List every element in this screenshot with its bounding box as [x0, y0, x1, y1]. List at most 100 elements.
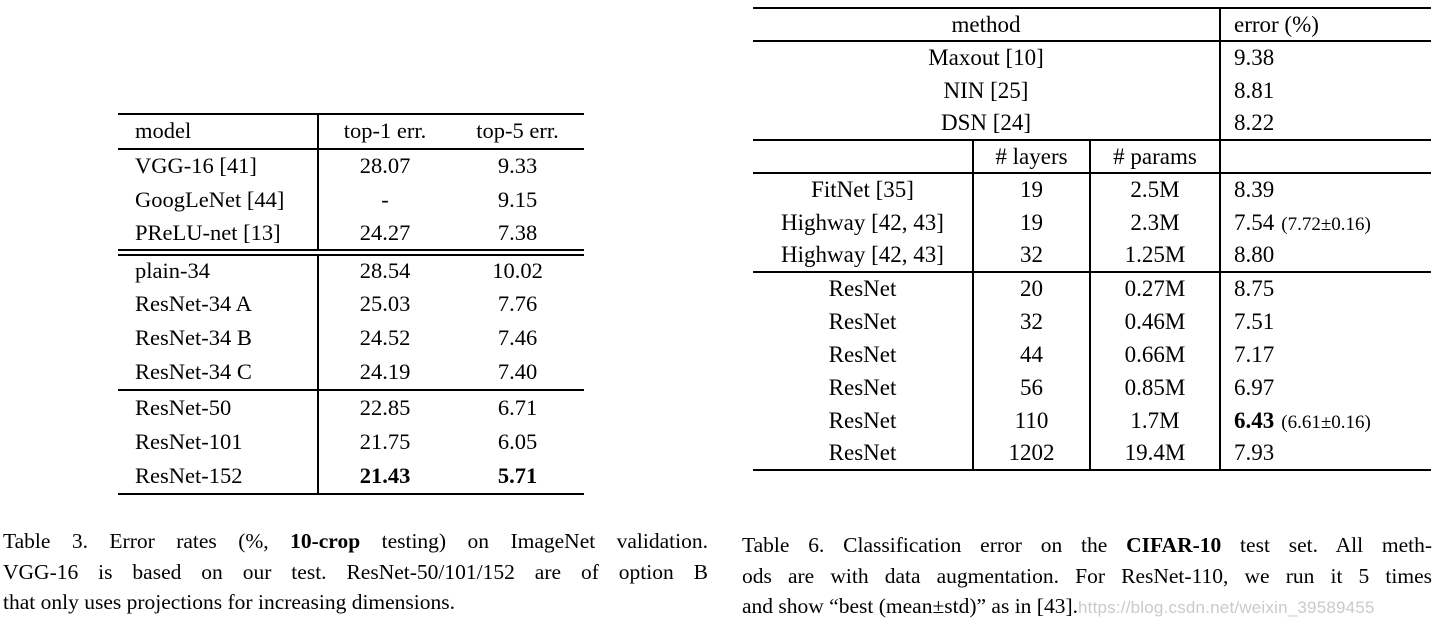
model-cell: plain-34 — [118, 252, 319, 287]
csdn-watermark: https://blog.csdn.net/weixin_39589455 — [1078, 598, 1375, 617]
error-cell: 8.80 — [1219, 239, 1431, 273]
table-row: Highway [42, 43] 19 2.3M 7.54 (7.72±0.16) — [753, 206, 1431, 239]
error-value: 7.54 — [1234, 209, 1275, 235]
method-cell: Highway [42, 43] — [781, 209, 944, 235]
error-cell: 9.38 — [1219, 41, 1431, 74]
col-header-method: method — [753, 8, 1220, 42]
imagenet-error-table: model top-1 err. top-5 err. VGG-16 [41] … — [118, 113, 584, 495]
error-value: 7.17 — [1234, 341, 1275, 367]
error-value: 8.75 — [1234, 276, 1275, 301]
method-cell: NIN [25] — [943, 77, 1029, 103]
top1-cell: 28.07 — [359, 153, 411, 179]
top5-cell-best: 5.71 — [497, 462, 538, 488]
table-row: ResNet 56 0.85M 6.97 — [753, 371, 1431, 404]
top5-cell: 6.71 — [497, 394, 538, 420]
table-row: ResNet-101 21.75 6.05 — [118, 424, 584, 459]
method-cell: FitNet [35] — [811, 177, 914, 202]
table-row: ResNet-34 C 24.19 7.40 — [118, 355, 584, 391]
table-row: Maxout [10] 9.38 — [753, 41, 1431, 74]
caption-bold-text: CIFAR-10 — [1126, 533, 1222, 557]
table-row: FitNet [35] 19 2.5M 8.39 — [753, 173, 1431, 206]
table-row: DSN [24] 8.22 — [753, 107, 1431, 141]
table-row: ResNet 1202 19.4M 7.93 — [753, 437, 1431, 470]
method-cell: ResNet — [828, 407, 897, 433]
col-header-error: error (%) — [1219, 8, 1431, 42]
method-cell: ResNet — [828, 308, 897, 334]
caption-text: testing) on ImageNet validation. — [360, 529, 708, 553]
method-cell: ResNet — [828, 440, 897, 465]
method-cell: ResNet — [828, 374, 897, 400]
layers-cell: 19 — [972, 173, 1090, 206]
layers-cell: 110 — [972, 404, 1090, 437]
error-value: 6.97 — [1234, 374, 1275, 400]
table-row: VGG-16 [41] 28.07 9.33 — [118, 148, 584, 183]
model-cell: ResNet-101 — [118, 424, 319, 459]
caption-text: test set. All meth- — [1221, 533, 1432, 557]
error-cell: 8.39 — [1219, 173, 1431, 206]
top1-cell: 22.85 — [359, 394, 411, 420]
col-header-layers: # layers — [972, 140, 1090, 174]
layers-cell: 20 — [972, 272, 1090, 305]
model-cell: PReLU-net [13] — [118, 217, 319, 256]
top1-cell: 24.19 — [318, 355, 451, 391]
model-cell: GoogLeNet [44] — [118, 183, 319, 218]
layers-cell: 44 — [972, 338, 1090, 371]
layers-cell: 32 — [972, 305, 1090, 338]
top5-cell: 6.05 — [497, 428, 538, 454]
table-row: NIN [25] 8.81 — [753, 74, 1431, 107]
table6-header-row: method error (%) — [753, 8, 1431, 42]
caption-text: Table 3. Error rates (%, — [3, 529, 291, 553]
error-cell: 8.22 — [1219, 107, 1431, 141]
error-cell: 7.93 — [1219, 437, 1431, 470]
cifar10-error-table: method error (%) Maxout [10] 9.38 NIN [2… — [753, 7, 1431, 471]
layers-cell: 19 — [972, 206, 1090, 239]
error-cell: 6.97 — [1219, 371, 1431, 404]
top1-cell: - — [381, 187, 389, 213]
table6-subheader-row: # layers # params — [753, 140, 1431, 174]
table-row: ResNet 110 1.7M 6.43 (6.61±0.16) — [753, 404, 1431, 437]
params-cell: 1.25M — [1089, 239, 1220, 273]
method-cell: Highway [42, 43] — [753, 239, 973, 273]
params-cell: 0.46M — [1089, 305, 1220, 338]
caption-line: ods are with data augmentation. For ResN… — [742, 563, 1432, 588]
error-value-best: 6.43 — [1234, 407, 1275, 433]
error-cell-best: 6.43 (6.61±0.16) — [1219, 404, 1431, 437]
top5-cell: 7.76 — [497, 290, 538, 316]
params-cell: 0.27M — [1089, 272, 1220, 305]
top5-cell: 7.46 — [497, 325, 538, 351]
table-row: ResNet 20 0.27M 8.75 — [753, 272, 1431, 305]
top5-cell: 9.15 — [497, 187, 538, 213]
table-row: GoogLeNet [44] - 9.15 — [118, 183, 584, 218]
table-row: plain-34 28.54 10.02 — [118, 252, 584, 287]
error-value: 8.39 — [1234, 177, 1275, 202]
error-note: (6.61±0.16) — [1281, 411, 1371, 433]
table-row: ResNet-34 B 24.52 7.46 — [118, 321, 584, 356]
error-cell: 7.17 — [1219, 338, 1431, 371]
error-value: 7.51 — [1234, 308, 1275, 334]
error-value: 8.80 — [1234, 242, 1275, 267]
table3-caption: Table 3. Error rates (%, 10-crop testing… — [3, 526, 708, 618]
top1-cell-best: 21.43 — [359, 462, 411, 488]
method-cell: ResNet — [828, 341, 897, 367]
model-cell: ResNet-34 C — [118, 355, 319, 391]
params-cell: 0.85M — [1089, 371, 1220, 404]
table-row: ResNet 32 0.46M 7.51 — [753, 305, 1431, 338]
model-cell: ResNet-34 B — [118, 321, 319, 356]
model-cell: ResNet-50 — [118, 390, 319, 425]
error-cell: 7.54 (7.72±0.16) — [1219, 206, 1431, 239]
caption-text: and show “best (mean±std)” as in [43]. — [742, 594, 1079, 618]
table6-caption: Table 6. Classification error on the CIF… — [742, 530, 1432, 624]
error-cell: 8.75 — [1219, 272, 1431, 305]
layers-cell: 1202 — [972, 437, 1090, 470]
layers-cell: 56 — [972, 371, 1090, 404]
model-cell: ResNet-34 A — [118, 286, 319, 321]
params-cell: 2.5M — [1089, 173, 1220, 206]
caption-line: that only uses projections for increasin… — [3, 590, 456, 614]
caption-text: Table 6. Classification error on the — [742, 533, 1127, 557]
model-cell: VGG-16 [41] — [118, 148, 319, 183]
table-row: PReLU-net [13] 24.27 7.38 — [118, 217, 584, 256]
top5-cell: 10.02 — [492, 258, 543, 283]
layers-cell: 32 — [972, 239, 1090, 273]
col-header-model: model — [118, 114, 319, 150]
